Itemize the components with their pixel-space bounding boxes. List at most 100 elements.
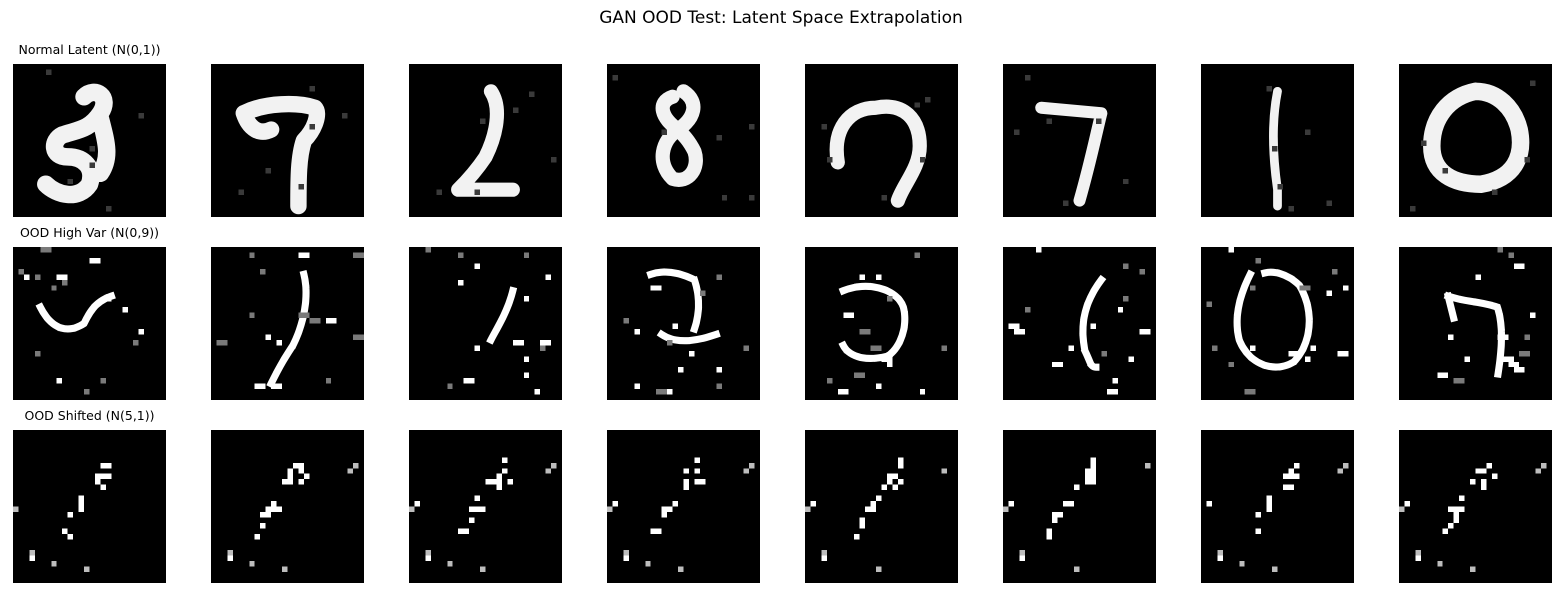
- noise-pixel: [1332, 268, 1338, 275]
- pattern-pixel: [859, 522, 866, 529]
- pattern-pixel: [1293, 462, 1300, 469]
- pattern-pixel: [254, 533, 261, 540]
- noise-pixel: [1337, 350, 1349, 357]
- noise-pixel: [1024, 74, 1031, 81]
- noise-pixel: [133, 339, 139, 346]
- pattern-pixel: [683, 468, 689, 474]
- noise-pixel: [512, 107, 519, 114]
- pattern-pixel: [1459, 506, 1465, 512]
- noise-pixel: [89, 145, 95, 152]
- pattern-pixel: [490, 479, 497, 485]
- pattern-pixel: [1090, 468, 1096, 474]
- noise-pixel: [1139, 268, 1146, 275]
- pattern-pixel: [694, 468, 700, 474]
- noise-pixel: [1326, 290, 1333, 297]
- noise-pixel: [650, 285, 662, 291]
- pattern-pixel: [1442, 528, 1449, 534]
- noise-pixel: [1101, 350, 1107, 357]
- noise-pixel: [540, 345, 546, 351]
- generated-digit: [1003, 64, 1156, 217]
- noise-pixel: [1464, 356, 1471, 362]
- noise-pixel: [105, 206, 112, 212]
- noise-pixel: [876, 566, 882, 573]
- noise-pixel: [1095, 118, 1102, 125]
- noise-pixel: [1448, 334, 1454, 340]
- noise-pixel: [721, 195, 728, 201]
- noise-pixel: [914, 102, 920, 108]
- noise-pixel: [265, 334, 272, 340]
- generated-digit: [805, 430, 958, 583]
- noise-pixel: [886, 296, 893, 302]
- noise-pixel: [1206, 501, 1212, 507]
- noise-pixel: [678, 566, 684, 573]
- sample-image: [1399, 64, 1552, 217]
- pattern-pixel: [699, 479, 706, 485]
- noise-pixel: [1304, 129, 1311, 136]
- pattern-pixel: [1266, 501, 1273, 507]
- pattern-pixel: [463, 528, 470, 534]
- generated-digit: [13, 430, 166, 583]
- noise-pixel: [612, 501, 618, 507]
- pattern-pixel: [1282, 473, 1289, 480]
- sample-image: [805, 430, 958, 583]
- noise-pixel: [1052, 361, 1064, 368]
- noise-pixel: [414, 501, 420, 507]
- noise-pixel: [105, 296, 112, 302]
- noise-pixel: [34, 274, 41, 280]
- generated-digit: [1201, 247, 1354, 400]
- pattern-pixel: [683, 479, 689, 485]
- noise-pixel: [276, 339, 283, 346]
- noise-pixel: [1112, 378, 1118, 384]
- noise-pixel: [512, 339, 524, 346]
- image-background: [607, 430, 760, 583]
- sample-image: [13, 64, 166, 217]
- noise-pixel: [18, 268, 24, 275]
- pattern-pixel: [100, 484, 106, 491]
- digit-stroke: [655, 84, 703, 187]
- pattern-pixel: [854, 533, 860, 540]
- pattern-pixel: [78, 501, 85, 507]
- noise-pixel: [227, 550, 233, 556]
- noise-pixel: [870, 345, 882, 351]
- noise-pixel: [249, 561, 255, 567]
- sample-image: [1399, 247, 1552, 400]
- generated-digit: [13, 64, 166, 217]
- image-background: [211, 64, 364, 217]
- noise-pixel: [1145, 462, 1151, 469]
- noise-pixel: [425, 555, 431, 562]
- noise-pixel: [623, 555, 629, 562]
- pattern-pixel: [1293, 473, 1300, 480]
- pattern-pixel: [1052, 511, 1058, 518]
- pattern-pixel: [1480, 484, 1487, 491]
- generated-digit: [409, 247, 562, 400]
- noise-pixel: [122, 307, 128, 313]
- noise-pixel: [13, 506, 19, 512]
- noise-pixel: [480, 118, 486, 125]
- generated-digit: [1399, 430, 1552, 583]
- noise-pixel: [886, 361, 893, 368]
- generated-digit: [805, 64, 958, 217]
- noise-pixel: [84, 566, 90, 573]
- generated-digit: [607, 430, 760, 583]
- pattern-pixel: [282, 479, 288, 485]
- pattern-pixel: [892, 473, 898, 480]
- noise-pixel: [540, 339, 552, 346]
- pattern-pixel: [287, 479, 293, 485]
- sample-image: [409, 247, 562, 400]
- pattern-pixel: [870, 501, 877, 507]
- pattern-pixel: [876, 495, 882, 502]
- pattern-pixel: [496, 479, 502, 485]
- noise-pixel: [309, 124, 315, 130]
- noise-pixel: [1013, 328, 1025, 335]
- noise-pixel: [1228, 361, 1234, 368]
- pattern-pixel: [1453, 517, 1460, 523]
- noise-pixel: [1513, 367, 1525, 373]
- noise-pixel: [56, 378, 63, 384]
- noise-pixel: [612, 74, 618, 81]
- image-background: [1399, 247, 1552, 400]
- pattern-pixel: [1090, 473, 1096, 480]
- noise-pixel: [1123, 178, 1129, 185]
- pattern-pixel: [1266, 495, 1273, 502]
- noise-pixel: [249, 252, 255, 258]
- noise-pixel: [1019, 550, 1025, 556]
